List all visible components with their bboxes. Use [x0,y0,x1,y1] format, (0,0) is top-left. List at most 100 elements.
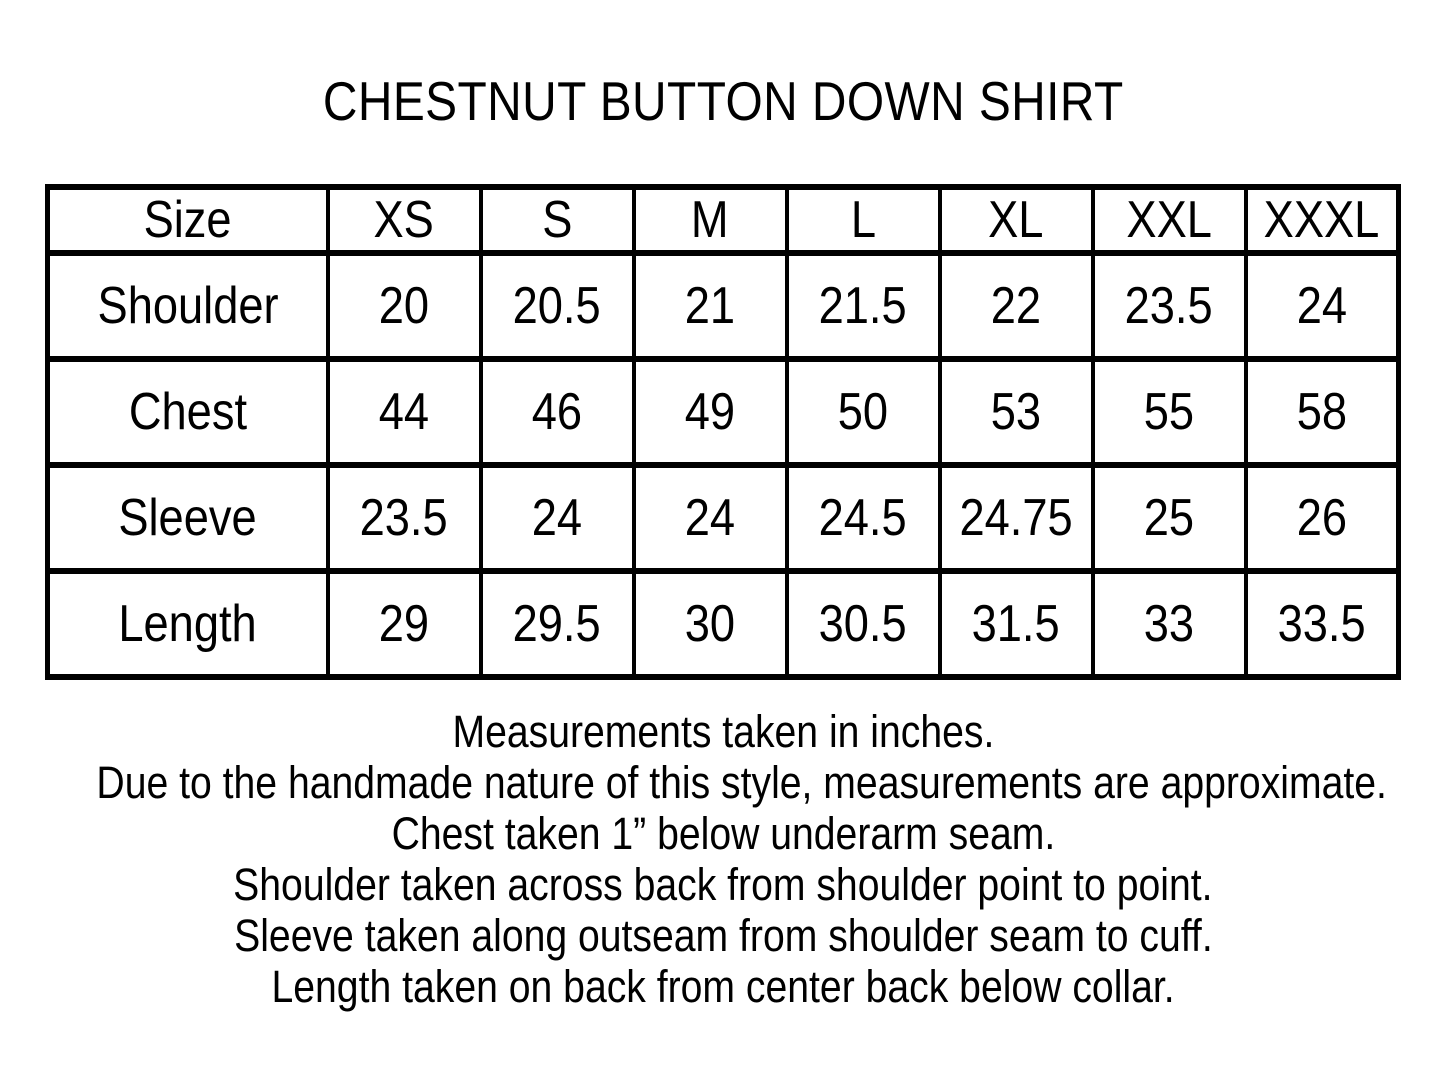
column-header-label: S [541,191,573,249]
note-text: Due to the handmade nature of this style… [96,757,1387,808]
cell-value: 29.5 [512,595,602,653]
size-chart-cell: 33 [1090,568,1248,680]
cell-value: 30.5 [818,595,908,653]
row-label-text: Shoulder [97,277,279,335]
column-header-l: L [784,184,942,256]
size-chart-cell: 24.75 [937,462,1095,574]
column-header-xl: XL [937,184,1095,256]
size-chart-cell: 23.5 [325,462,483,574]
size-chart-cell: 33.5 [1243,568,1401,680]
note-line: Length taken on back from center back be… [0,961,1446,1012]
cell-value: 23.5 [359,489,449,547]
column-header-label: XL [988,191,1044,249]
size-chart-cell: 23.5 [1090,250,1248,362]
column-header-xxxl: XXXL [1243,184,1401,256]
size-chart-cell: 21.5 [784,250,942,362]
cell-value: 24 [1296,277,1347,335]
size-chart-cell: 49 [631,356,789,468]
table-row-shoulder: Shoulder 20 20.5 21 21.5 22 23.5 24 [45,250,1401,362]
page-title-text: CHESTNUT BUTTON DOWN SHIRT [322,70,1124,132]
column-header-xxl: XXL [1090,184,1248,256]
row-label-length: Length [45,568,330,680]
size-chart-cell: 24.5 [784,462,942,574]
note-line: Sleeve taken along outseam from shoulder… [0,910,1446,961]
row-label-text: Sleeve [118,489,257,547]
size-chart-cell: 58 [1243,356,1401,468]
header-row: Size XS S M L XL XXL XXXL [45,184,1401,256]
cell-value: 44 [378,383,430,441]
size-chart-table: Size XS S M L XL XXL XXXL Shoulder 20 20… [45,184,1401,680]
size-chart-cell: 24 [1243,250,1401,362]
measurement-notes: Measurements taken in inches. Due to the… [0,706,1446,1012]
row-label-chest: Chest [45,356,330,468]
note-text: Sleeve taken along outseam from shoulder… [233,910,1213,961]
size-chart-cell: 44 [325,356,483,468]
cell-value: 21.5 [818,277,908,335]
cell-value: 24 [684,489,736,547]
size-chart-cell: 26 [1243,462,1401,574]
cell-value: 49 [684,383,736,441]
column-header-label: L [850,191,876,249]
row-label-text: Length [118,595,257,653]
cell-value: 53 [990,383,1042,441]
note-line: Due to the handmade nature of this style… [0,757,1446,808]
size-chart-cell: 55 [1090,356,1248,468]
table-row-length: Length 29 29.5 30 30.5 31.5 33 33.5 [45,568,1401,680]
column-header-size: Size [45,184,330,256]
row-label-shoulder: Shoulder [45,250,330,362]
cell-value: 20.5 [512,277,602,335]
column-header-label: M [691,191,729,249]
size-chart-cell: 31.5 [937,568,1095,680]
size-chart-cell: 53 [937,356,1095,468]
column-header-label: XS [373,191,435,249]
cell-value: 25 [1143,489,1195,547]
cell-value: 33.5 [1277,595,1366,653]
cell-value: 24.75 [959,489,1073,547]
column-header-xs: XS [325,184,483,256]
cell-value: 22 [990,277,1042,335]
size-chart-cell: 29.5 [478,568,636,680]
size-chart-cell: 22 [937,250,1095,362]
size-chart-cell: 30.5 [784,568,942,680]
size-chart-cell: 24 [631,462,789,574]
size-chart-cell: 46 [478,356,636,468]
cell-value: 21 [684,277,736,335]
note-line: Chest taken 1” below underarm seam. [0,808,1446,859]
row-label-sleeve: Sleeve [45,462,330,574]
cell-value: 26 [1296,489,1347,547]
table-row-sleeve: Sleeve 23.5 24 24 24.5 24.75 25 26 [45,462,1401,574]
cell-value: 24 [531,489,583,547]
note-text: Shoulder taken across back from shoulder… [233,859,1213,910]
size-chart-cell: 30 [631,568,789,680]
size-chart-cell: 20.5 [478,250,636,362]
note-text: Length taken on back from center back be… [271,961,1175,1012]
size-chart-cell: 25 [1090,462,1248,574]
column-header-m: M [631,184,789,256]
note-text: Measurements taken in inches. [452,706,994,757]
cell-value: 58 [1296,383,1347,441]
column-header-label: Size [143,191,232,249]
size-chart-cell: 29 [325,568,483,680]
cell-value: 46 [531,383,583,441]
column-header-label: XXL [1126,191,1212,249]
cell-value: 24.5 [818,489,908,547]
column-header-s: S [478,184,636,256]
cell-value: 55 [1143,383,1195,441]
cell-value: 33 [1143,595,1195,653]
table-row-chest: Chest 44 46 49 50 53 55 58 [45,356,1401,468]
size-chart-cell: 21 [631,250,789,362]
cell-value: 23.5 [1124,277,1214,335]
note-text: Chest taken 1” below underarm seam. [391,808,1055,859]
note-line: Measurements taken in inches. [0,706,1446,757]
cell-value: 20 [378,277,430,335]
cell-value: 50 [837,383,889,441]
cell-value: 29 [378,595,430,653]
row-label-text: Chest [128,383,247,441]
note-line: Shoulder taken across back from shoulder… [0,859,1446,910]
page-title: CHESTNUT BUTTON DOWN SHIRT [0,0,1446,132]
column-header-label: XXXL [1263,191,1380,249]
size-chart-cell: 24 [478,462,636,574]
size-chart-cell: 50 [784,356,942,468]
cell-value: 30 [684,595,736,653]
